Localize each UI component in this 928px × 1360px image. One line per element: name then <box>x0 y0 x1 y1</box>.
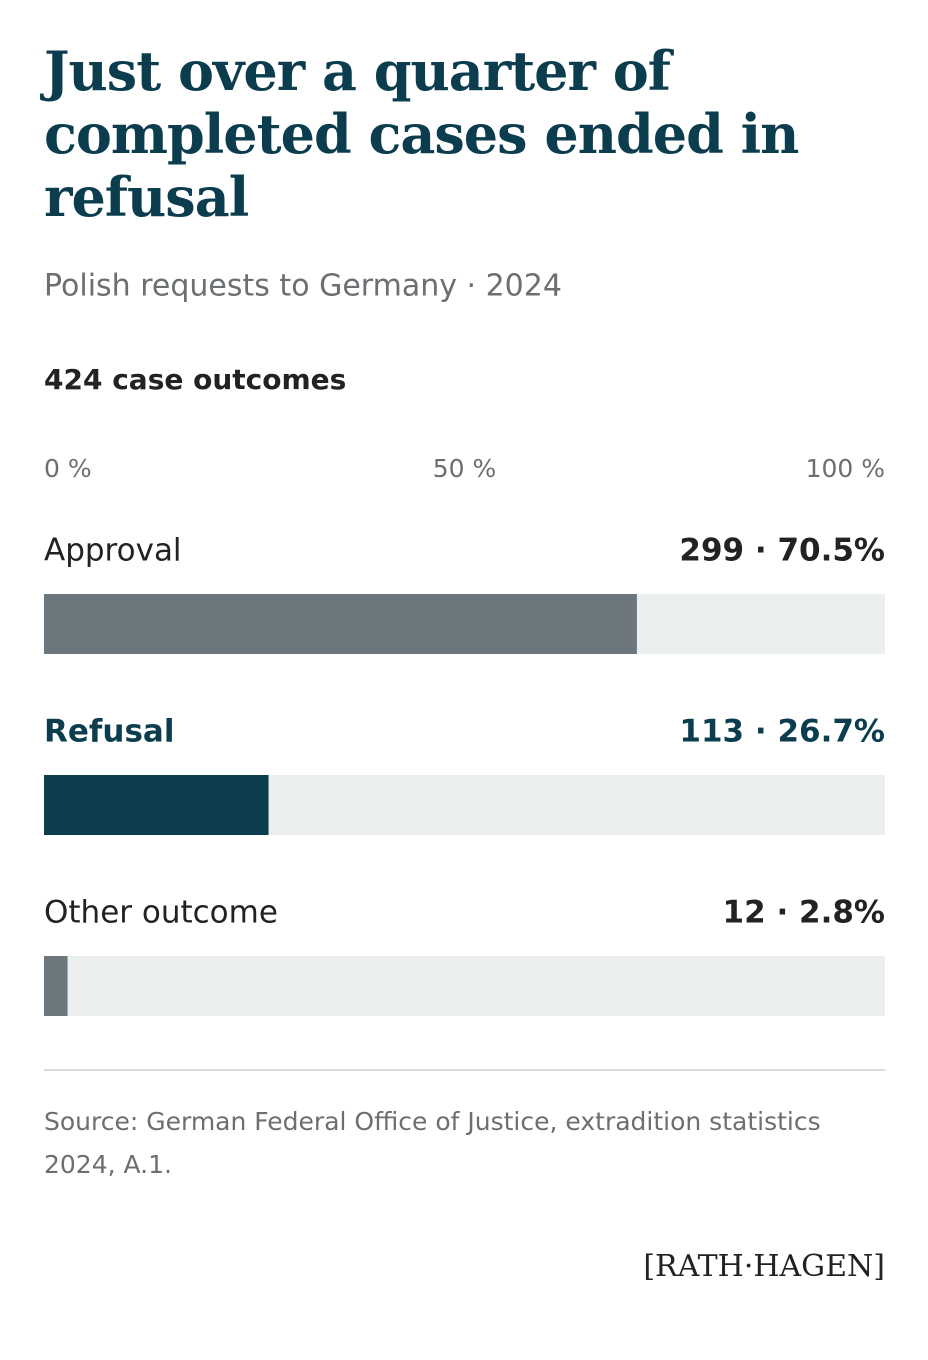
chart-note: 424 case outcomes <box>44 363 346 396</box>
source: Source: German Federal Office of Justice… <box>44 1107 821 1179</box>
bar <box>44 594 637 654</box>
bar-track <box>44 956 885 1016</box>
value-label: 12 · 2.8% <box>723 895 885 931</box>
x-tick-label: 0 % <box>44 454 92 483</box>
chart-title: Just over a quarter of completed cases e… <box>44 39 799 229</box>
value-label: 299 · 70.5% <box>679 533 885 569</box>
category-label: Refusal <box>44 714 174 750</box>
chart-subtitle: Polish requests to Germany · 2024 <box>44 269 562 304</box>
bar <box>44 775 269 835</box>
x-tick-label: 100 % <box>806 454 885 483</box>
x-tick-label: 50 % <box>433 454 497 483</box>
bar <box>44 956 68 1016</box>
value-label: 113 · 26.7% <box>679 714 885 750</box>
category-label: Other outcome <box>44 895 278 931</box>
brand: [RATH·HAGEN] <box>643 1249 885 1284</box>
category-label: Approval <box>44 533 182 569</box>
